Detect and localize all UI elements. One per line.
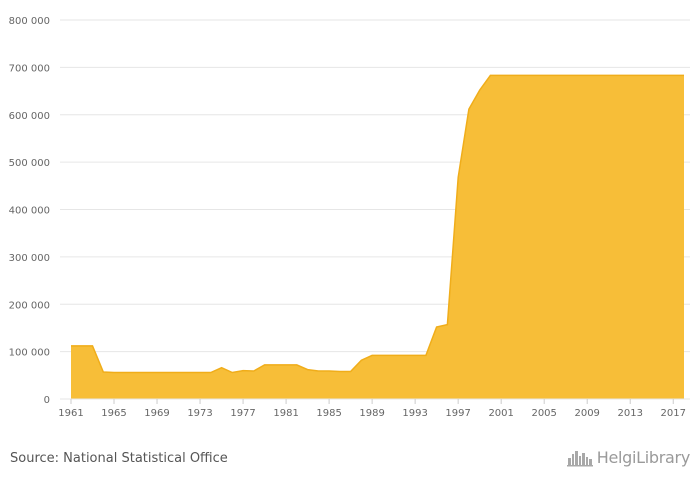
- area-chart: 0 100 000 200 000 300 000 400 000 500 000 600 …: [9, 16, 690, 419]
- city-skyline-icon: [566, 450, 593, 466]
- x-tick-label: 1965: [101, 408, 126, 419]
- y-tick-label: 400 000: [9, 206, 50, 217]
- x-tick-label: 1973: [187, 408, 212, 419]
- series-line: [71, 74, 684, 374]
- y-tick-label: 300 000: [9, 253, 50, 264]
- footer: Source: National Statistical Office Helg…: [0, 440, 700, 483]
- x-tick-label: 2013: [618, 408, 643, 419]
- y-tick-label: 0: [44, 395, 50, 406]
- y-axis: 0 100 000 200 000 300 000 400 000 500 000 600 …: [9, 16, 50, 406]
- x-tick-label: 2005: [531, 408, 556, 419]
- source-note: Source: National Statistical Office: [10, 451, 228, 466]
- x-tick-label: 2001: [488, 408, 513, 419]
- series-area: [71, 75, 684, 400]
- brand-name: HelgiLibrary: [596, 448, 691, 467]
- x-tick-label: 2017: [661, 408, 686, 419]
- x-tick-label: 1985: [316, 408, 341, 419]
- x-tick-label: 1977: [230, 408, 255, 419]
- x-tick-label: 1961: [58, 408, 83, 419]
- x-tick-label: 1993: [402, 408, 427, 419]
- y-tick-label: 600 000: [9, 111, 50, 122]
- x-tick-label: 1997: [445, 408, 470, 419]
- x-tick-label: 1969: [144, 408, 169, 419]
- y-tick-label: 200 000: [9, 300, 50, 311]
- brand-logo[interactable]: HelgiLibrary: [566, 448, 691, 467]
- y-tick-label: 500 000: [9, 158, 50, 169]
- y-tick-label: 700 000: [9, 63, 50, 74]
- y-tick-label: 100 000: [9, 348, 50, 359]
- gridlines: [60, 19, 690, 353]
- x-axis: 1961 1965 1969 1973 1977 1981 1985 1989 1993 1997…: [58, 399, 686, 419]
- x-tick-label: 2009: [574, 408, 599, 419]
- y-tick-label: 800 000: [9, 16, 50, 27]
- x-tick-label: 1981: [273, 408, 298, 419]
- x-tick-label: 1989: [359, 408, 384, 419]
